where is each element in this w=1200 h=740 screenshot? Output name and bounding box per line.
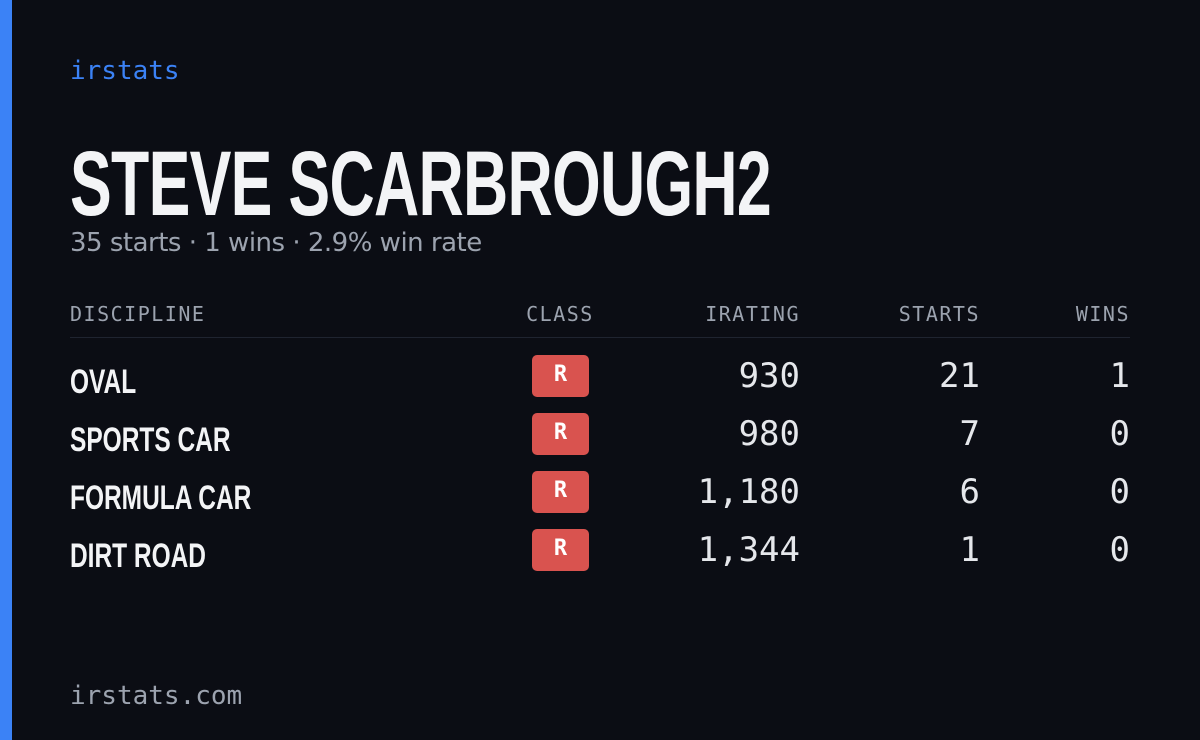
starts: 7 <box>959 414 980 454</box>
starts: 6 <box>959 472 980 512</box>
class-badge: R <box>532 413 589 455</box>
column-header: WINS <box>1075 302 1130 326</box>
brand: irstats <box>70 56 180 86</box>
subtitle: 35 starts · 1 wins · 2.9% win rate <box>70 228 482 258</box>
class-badge: R <box>532 471 589 513</box>
irating: 1,344 <box>697 530 800 570</box>
title: STEVE SCARBROUGH2 <box>70 133 772 235</box>
wins: 1 <box>1109 356 1130 396</box>
irating: 1,180 <box>697 472 800 512</box>
discipline: SPORTS CAR <box>70 421 231 459</box>
starts: 1 <box>959 530 980 570</box>
discipline: DIRT ROAD <box>70 537 207 575</box>
class-badge: R <box>532 355 589 397</box>
irating: 930 <box>738 356 800 396</box>
column-header: IRATING <box>705 302 800 326</box>
wins: 0 <box>1109 472 1130 512</box>
footer: irstats.com <box>70 681 243 711</box>
column-header: DISCIPLINE <box>70 302 206 326</box>
accent-bar <box>0 0 12 740</box>
discipline: OVAL <box>70 363 137 401</box>
discipline: FORMULA CAR <box>70 479 252 517</box>
starts: 21 <box>939 356 980 396</box>
column-header: STARTS <box>898 302 980 326</box>
column-header: CLASS <box>526 302 594 326</box>
class-badge: R <box>532 529 589 571</box>
irating: 980 <box>738 414 800 454</box>
wins: 0 <box>1109 530 1130 570</box>
divider <box>70 337 1130 338</box>
wins: 0 <box>1109 414 1130 454</box>
